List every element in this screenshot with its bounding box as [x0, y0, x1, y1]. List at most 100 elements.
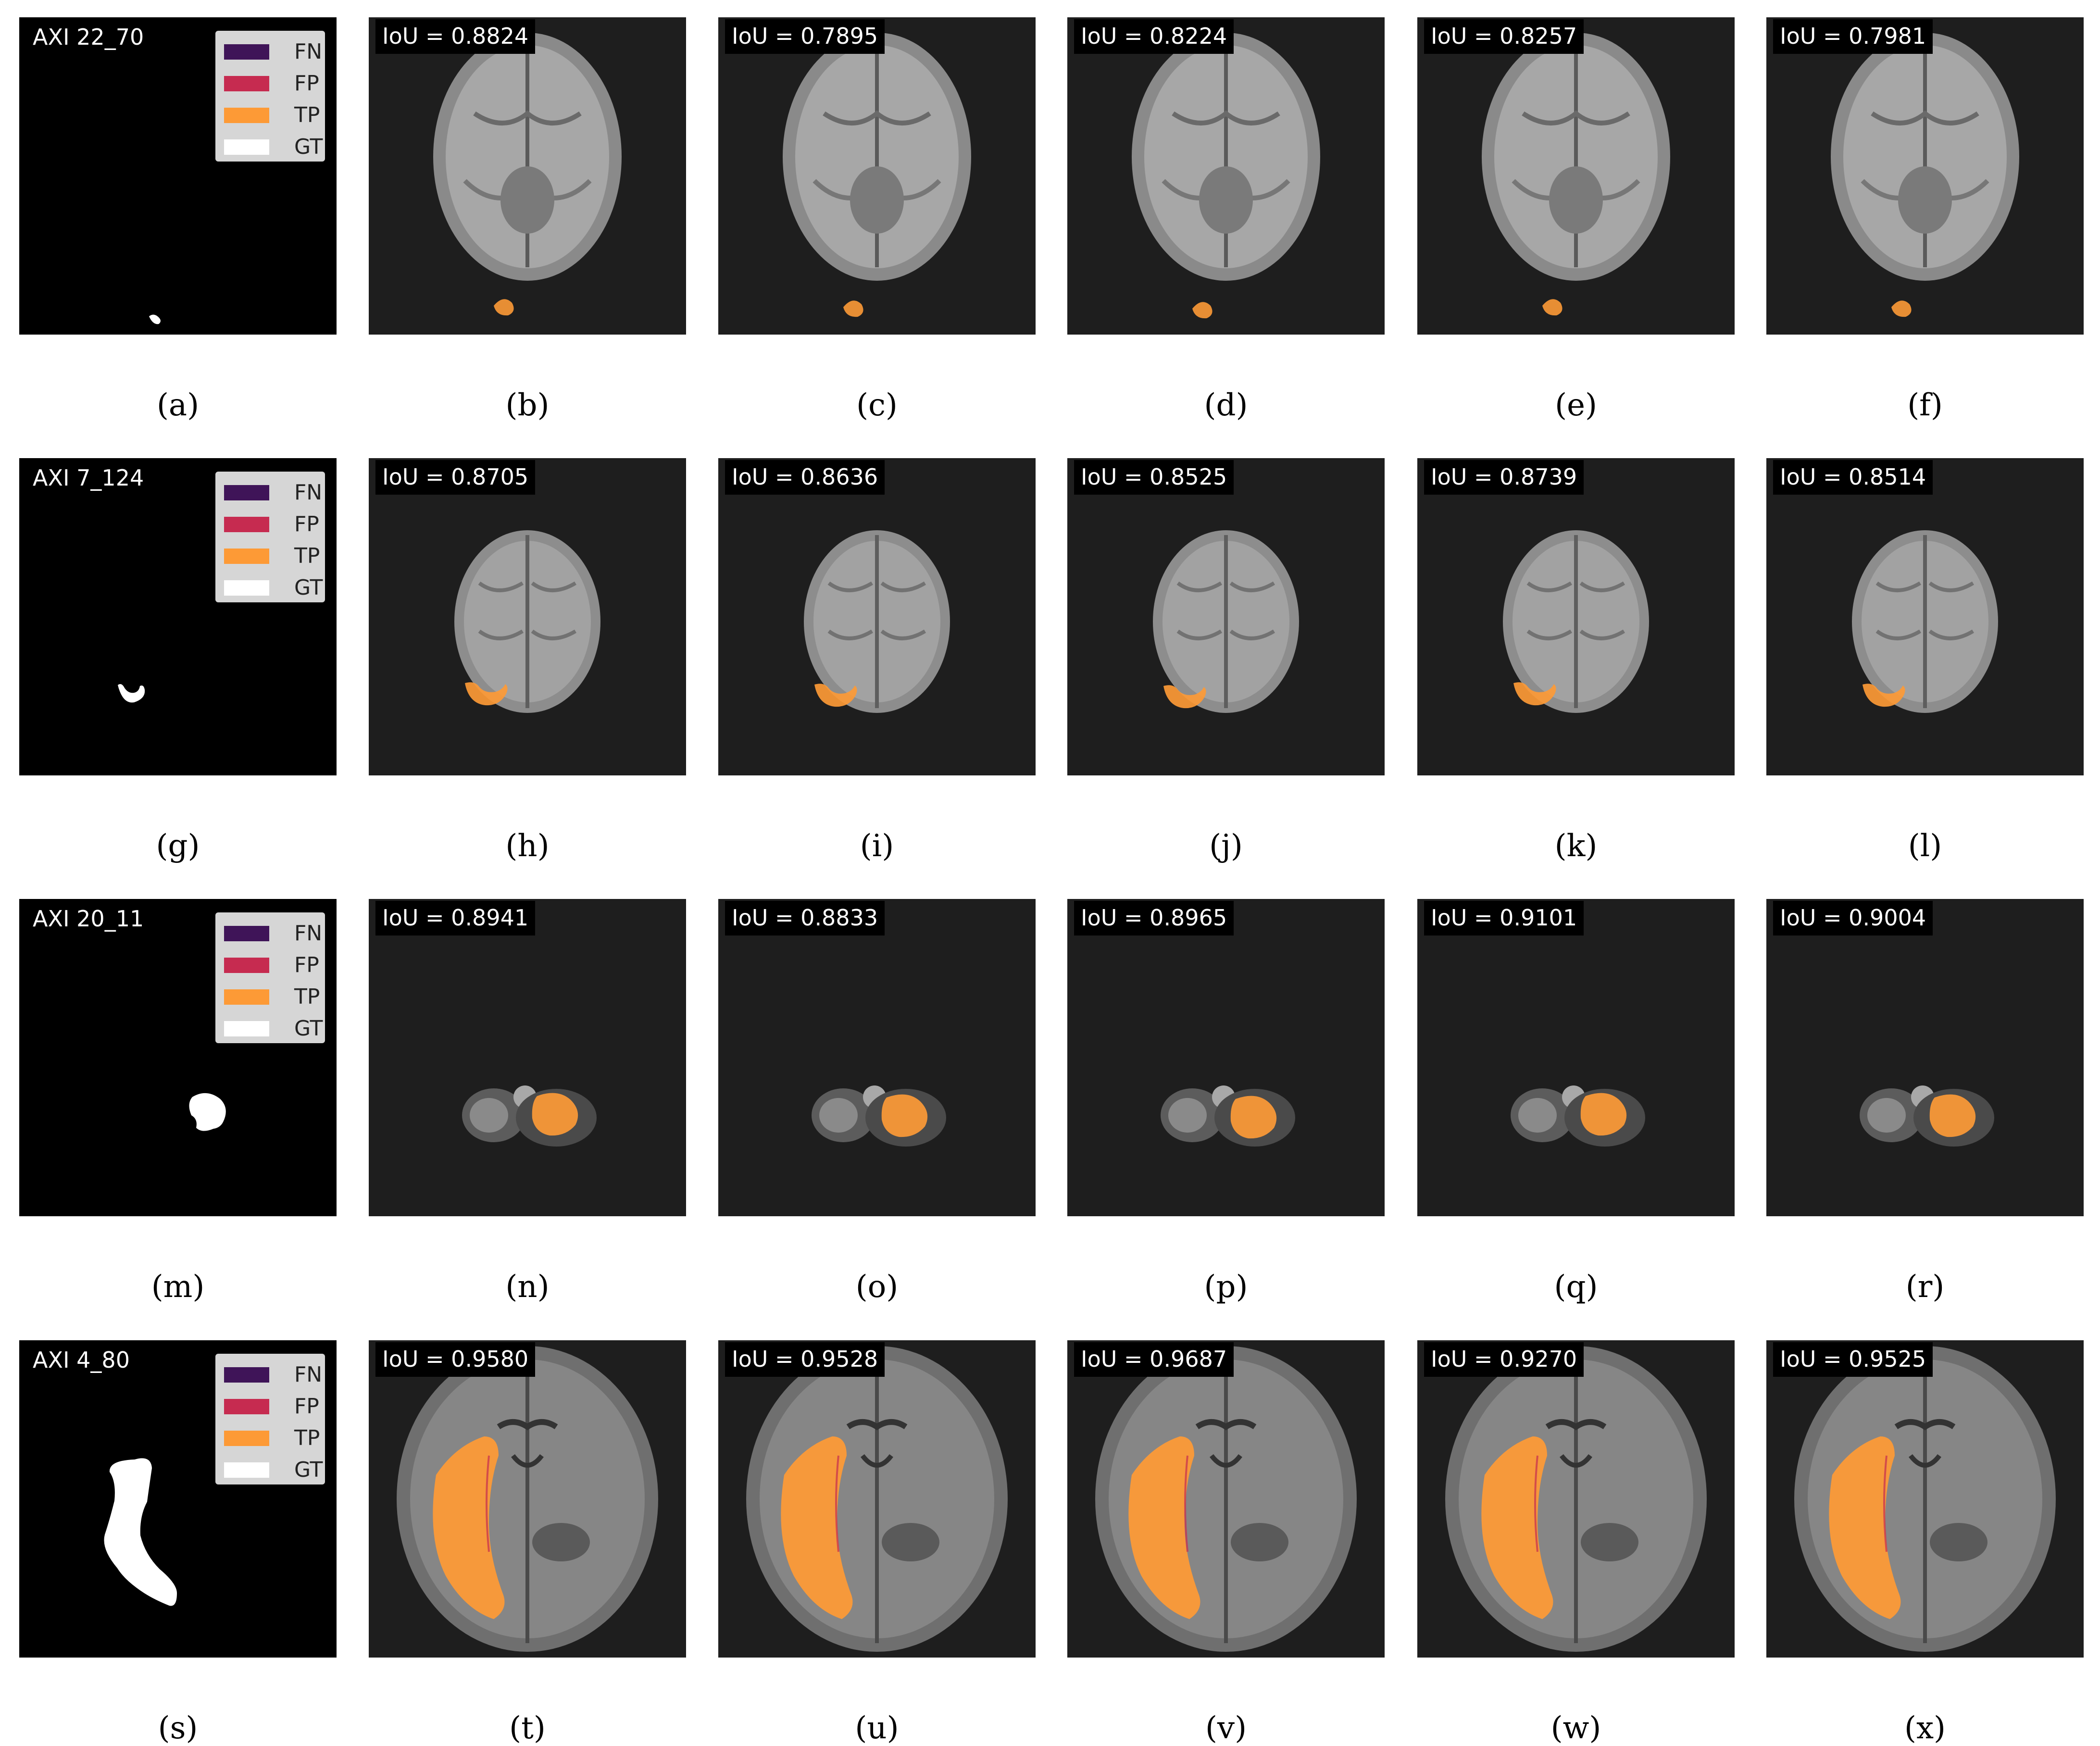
iou-prefix: IoU = [382, 905, 451, 931]
mri-overlay-image [746, 1346, 1008, 1652]
iou-label: IoU = 0.9004 [1773, 901, 1933, 935]
panel-caption: (a) [156, 387, 200, 423]
legend-swatch [224, 549, 269, 564]
mri-overlay-image [454, 530, 600, 713]
mri-overlay-image [1511, 1085, 1645, 1147]
iou-label: IoU = 0.9528 [725, 1342, 885, 1377]
ground-truth-panel: AXI 4_80 FN FP TP GT [19, 1340, 337, 1658]
legend-item-fn: FN [224, 39, 323, 64]
mri-overlay-image [433, 33, 622, 316]
legend-label: FN [294, 480, 323, 505]
iou-label: IoU = 0.8257 [1424, 19, 1584, 54]
ground-truth-panel: AXI 7_124 FN FP TP GT [19, 458, 337, 775]
legend-swatch [224, 1367, 269, 1383]
legend-label: TP [294, 985, 320, 1009]
slice-label: AXI 4_80 [33, 1347, 130, 1373]
mri-overlay-image [462, 1085, 597, 1147]
panel-caption: (e) [1555, 387, 1597, 423]
legend-swatch [224, 517, 269, 532]
legend: FN FP TP GT [215, 31, 325, 162]
panel-caption: (f) [1907, 387, 1943, 423]
legend-swatch [224, 1021, 269, 1036]
prediction-panel: IoU = 0.8941 [369, 899, 686, 1216]
legend-label: FP [294, 512, 319, 536]
iou-prefix: IoU = [1431, 23, 1500, 49]
mri-overlay-image [1161, 1085, 1295, 1147]
legend-label: FN [294, 1362, 323, 1387]
panel-caption: (h) [505, 828, 550, 864]
prediction-panel: IoU = 0.8224 [1067, 17, 1385, 335]
ground-truth-panel: AXI 20_11 FN FP TP GT [19, 899, 337, 1216]
legend-label: TP [294, 544, 320, 568]
legend-swatch [224, 580, 269, 596]
iou-prefix: IoU = [1780, 464, 1849, 490]
mri-overlay-image [1860, 1085, 1994, 1147]
iou-value: 0.8739 [1500, 464, 1577, 490]
iou-prefix: IoU = [1081, 464, 1150, 490]
iou-label: IoU = 0.7895 [725, 19, 885, 54]
legend-label: FP [294, 953, 319, 977]
iou-value: 0.8824 [451, 23, 529, 49]
prediction-panel: IoU = 0.9687 [1067, 1340, 1385, 1658]
prediction-panel: IoU = 0.7981 [1766, 17, 2084, 335]
slice-label: AXI 7_124 [33, 465, 144, 491]
prediction-panel: IoU = 0.9270 [1417, 1340, 1735, 1658]
legend-swatch [224, 76, 269, 91]
panel-caption: (n) [505, 1269, 550, 1305]
legend: FN FP TP GT [215, 1354, 325, 1484]
mri-overlay-image [397, 1346, 658, 1652]
iou-value: 0.9525 [1849, 1346, 1926, 1372]
iou-label: IoU = 0.8636 [725, 460, 885, 495]
iou-prefix: IoU = [732, 905, 801, 931]
iou-prefix: IoU = [1780, 1346, 1849, 1372]
iou-label: IoU = 0.8705 [375, 460, 536, 495]
mri-overlay-image [783, 33, 971, 317]
legend-label: FN [294, 921, 323, 946]
mri-overlay-image [1153, 530, 1299, 713]
panel-caption: (v) [1205, 1710, 1247, 1746]
iou-prefix: IoU = [1780, 23, 1849, 49]
legend-swatch [224, 108, 269, 123]
iou-value: 0.8224 [1150, 23, 1227, 49]
legend-label: GT [294, 135, 323, 159]
legend-item-fn: FN [224, 1362, 323, 1387]
legend-label: FN [294, 39, 323, 64]
iou-value: 0.8514 [1849, 464, 1926, 490]
legend-swatch [224, 1431, 269, 1446]
ground-truth-mask [104, 1458, 177, 1606]
panel-caption: (q) [1554, 1269, 1598, 1305]
prediction-panel: IoU = 0.8636 [718, 458, 1036, 775]
iou-prefix: IoU = [382, 23, 451, 49]
legend-label: GT [294, 1458, 323, 1482]
iou-value: 0.9004 [1849, 905, 1926, 931]
slice-label: AXI 22_70 [33, 24, 144, 50]
legend-item-fn: FN [224, 480, 323, 505]
prediction-panel: IoU = 0.8525 [1067, 458, 1385, 775]
panel-caption: (g) [156, 828, 200, 864]
iou-label: IoU = 0.7981 [1773, 19, 1933, 54]
iou-value: 0.7895 [800, 23, 878, 49]
prediction-panel: IoU = 0.9580 [369, 1340, 686, 1658]
legend-item-fp: FP [224, 512, 320, 536]
prediction-panel: IoU = 0.8514 [1766, 458, 2084, 775]
mri-overlay-image [1095, 1346, 1357, 1652]
iou-value: 0.9101 [1500, 905, 1577, 931]
mri-overlay-image [1831, 33, 2019, 317]
panel-caption: (b) [505, 387, 550, 423]
legend-swatch [224, 485, 269, 500]
legend-item-tp: TP [224, 103, 320, 127]
legend-item-gt: GT [224, 575, 323, 600]
legend-item-gt: GT [224, 1016, 323, 1041]
iou-value: 0.9270 [1500, 1346, 1577, 1372]
legend-item-fn: FN [224, 921, 323, 946]
prediction-panel: IoU = 0.8965 [1067, 899, 1385, 1216]
iou-prefix: IoU = [1431, 1346, 1500, 1372]
legend: FN FP TP GT [215, 472, 325, 602]
panel-caption: (s) [158, 1710, 198, 1746]
iou-value: 0.8941 [451, 905, 529, 931]
iou-label: IoU = 0.9687 [1074, 1342, 1234, 1377]
panel-caption: (w) [1550, 1710, 1601, 1746]
legend-item-fp: FP [224, 1394, 320, 1419]
iou-prefix: IoU = [1081, 1346, 1150, 1372]
iou-label: IoU = 0.8525 [1074, 460, 1234, 495]
